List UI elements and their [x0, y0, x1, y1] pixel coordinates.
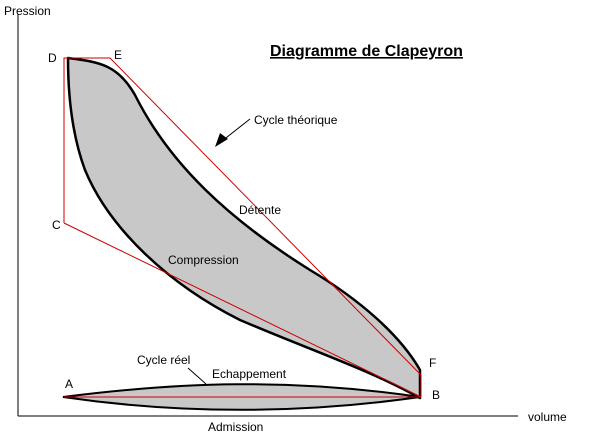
real-cycle-label: Cycle réel [137, 353, 190, 367]
point-c-label: C [52, 218, 61, 232]
x-axis-label: volume [528, 410, 567, 424]
point-a-label: A [65, 377, 73, 391]
real-cycle-main-loop [66, 56, 422, 400]
exhaust-label: Echappement [212, 367, 287, 381]
real-cycle-pointer [187, 367, 207, 385]
point-e-label: E [114, 48, 122, 62]
point-d-label: D [48, 51, 57, 65]
theoretical-cycle-arrow-line [221, 118, 251, 142]
theoretical-cycle [63, 57, 422, 398]
point-f-label: F [429, 356, 436, 370]
diagram-title: Diagramme de Clapeyron [270, 43, 463, 60]
theoretical-cycle-label: Cycle théorique [254, 113, 338, 127]
point-b-label: B [432, 388, 440, 402]
theoretical-cycle-arrowhead [215, 133, 228, 147]
compression-label: Compression [168, 253, 239, 267]
expansion-label: Détente [239, 203, 281, 217]
intake-label: Admission [208, 420, 263, 434]
y-axis-label: Pression [4, 4, 51, 18]
